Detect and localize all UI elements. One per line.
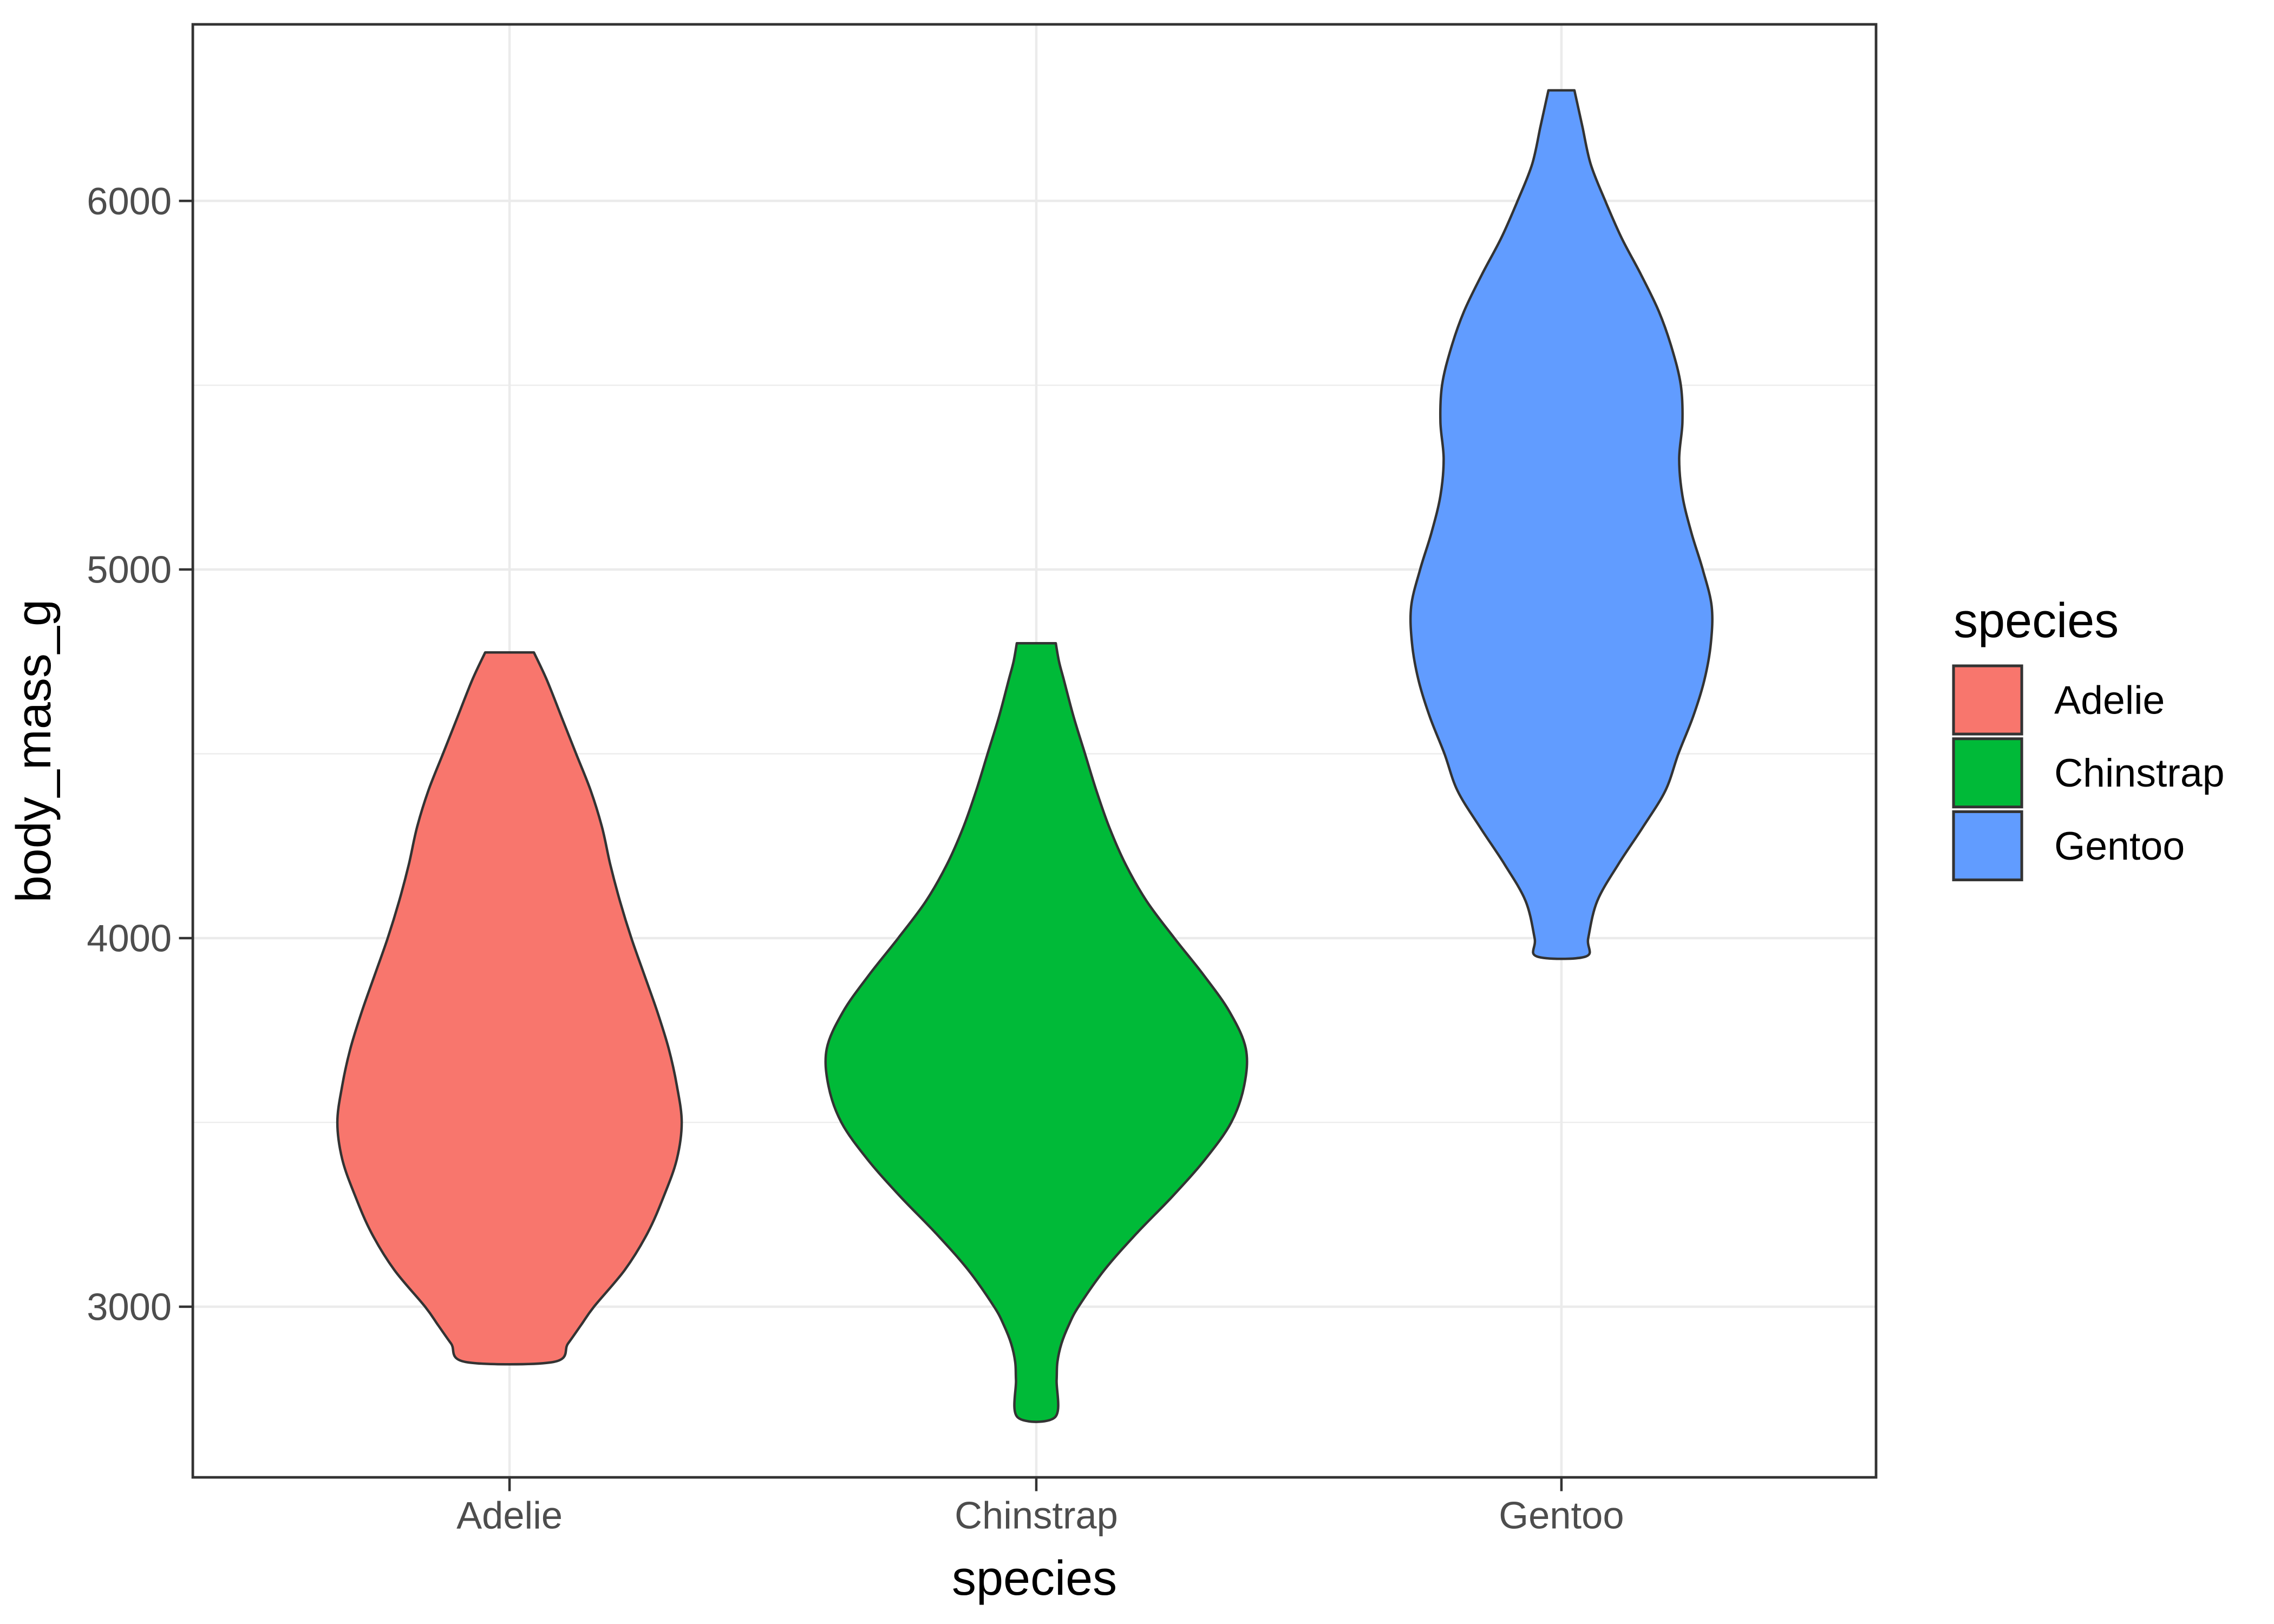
legend-title: species xyxy=(1953,594,2119,648)
y-tick-label: 3000 xyxy=(87,1285,172,1328)
axis-tick-marks xyxy=(179,199,1563,1491)
legend-swatch-gentoo xyxy=(1952,810,2023,881)
y-tick-label: 6000 xyxy=(87,180,172,222)
violin-series xyxy=(336,89,1714,1423)
x-tick-label: Chinstrap xyxy=(955,1494,1118,1537)
y-axis-title: body_mass_g xyxy=(7,599,61,902)
x-tick-label: Adelie xyxy=(456,1494,563,1537)
violin-adelie xyxy=(336,651,683,1366)
legend-label-gentoo: Gentoo xyxy=(2054,823,2185,868)
x-tick-label: Gentoo xyxy=(1499,1494,1624,1537)
legend: species Adelie Chinstrap Gentoo xyxy=(1952,594,2225,881)
legend-swatch-adelie xyxy=(1952,664,2023,736)
panel-border xyxy=(191,23,1878,1479)
legend-swatch-chinstrap xyxy=(1952,737,2023,809)
axis-tick-labels: 6000 5000 4000 3000 Adelie Chinstrap Gentoo xyxy=(87,180,1624,1537)
legend-label-chinstrap: Chinstrap xyxy=(2054,750,2225,795)
legend-keys: Adelie Chinstrap Gentoo xyxy=(1952,664,2225,881)
y-tick-label: 5000 xyxy=(87,548,172,591)
legend-label-adelie: Adelie xyxy=(2054,678,2165,723)
violin-chinstrap xyxy=(824,641,1249,1423)
violin-gentoo xyxy=(1409,89,1714,960)
x-axis-title: species xyxy=(952,1551,1117,1606)
y-tick-label: 4000 xyxy=(87,917,172,960)
